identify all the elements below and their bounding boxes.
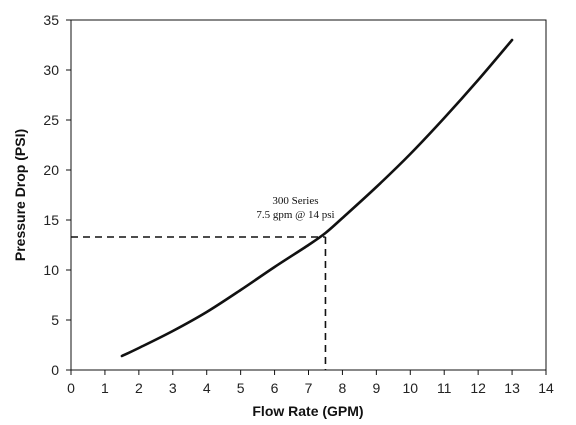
x-tick-label: 11 [437,380,452,396]
x-tick-label: 0 [67,380,75,396]
reference-lines [71,236,327,370]
series-group [120,38,514,358]
x-tick-label: 5 [237,380,245,396]
y-tick-label: 0 [51,362,59,378]
y-tick-label: 15 [43,212,59,228]
y-tick-label: 25 [43,112,59,128]
x-tick-label: 1 [101,380,109,396]
annotation-line-2: 7.5 gpm @ 14 psi [256,209,334,221]
y-tick-label: 10 [43,262,59,278]
x-tick-label: 2 [135,380,143,396]
x-tick-label: 4 [203,380,211,396]
x-tick-label: 14 [538,380,554,396]
x-tick-label: 6 [271,380,279,396]
y-tick-label: 5 [51,312,59,328]
x-tick-label: 7 [305,380,313,396]
x-axis-title: Flow Rate (GPM) [252,403,363,419]
y-axis-ticks: 0 5 10 15 20 25 30 35 [43,12,71,378]
series-line [120,38,514,358]
x-tick-label: 9 [372,380,380,396]
x-tick-label: 10 [402,380,418,396]
annotation-group: 300 Series 7.5 gpm @ 14 psi [256,195,334,221]
x-axis-ticks: 0 1 2 3 4 5 6 7 8 9 10 11 12 13 14 [67,370,554,396]
x-tick-label: 3 [169,380,177,396]
annotation-line-1: 300 Series [272,195,318,207]
x-tick-label: 13 [504,380,520,396]
y-tick-label: 35 [43,12,59,28]
x-tick-label: 12 [470,380,486,396]
y-axis-title: Pressure Drop (PSI) [12,129,28,261]
y-tick-label: 20 [43,162,59,178]
x-tick-label: 8 [339,380,347,396]
y-tick-label: 30 [43,62,59,78]
